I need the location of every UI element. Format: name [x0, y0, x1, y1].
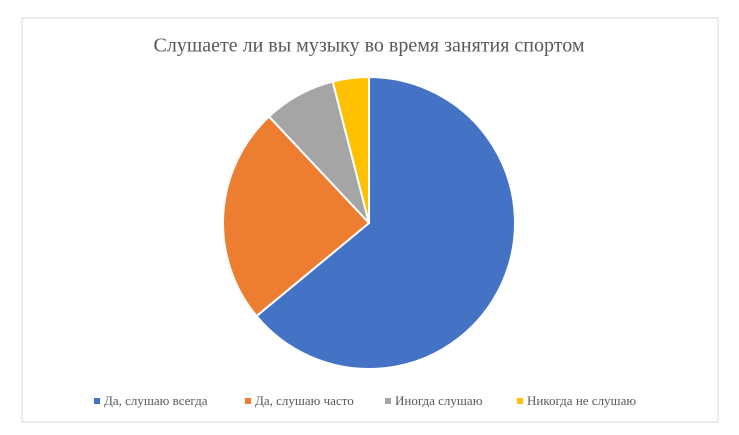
- legend-label: Иногда слушаю: [395, 393, 483, 408]
- legend-label: Да, слушаю часто: [255, 393, 354, 408]
- legend-label: Да, слушаю всегда: [104, 393, 208, 408]
- legend-swatch: [385, 398, 391, 404]
- pie-slice: [255, 75, 516, 370]
- legend-label: Никогда не слушаю: [527, 393, 636, 408]
- pie-slice: [222, 115, 371, 318]
- pie-slice: [331, 75, 370, 224]
- legend-swatch: [245, 398, 251, 404]
- legend-swatch: [517, 398, 523, 404]
- chart-title: Слушаете ли вы музыку во время занятия с…: [154, 35, 585, 57]
- legend-swatch: [94, 398, 100, 404]
